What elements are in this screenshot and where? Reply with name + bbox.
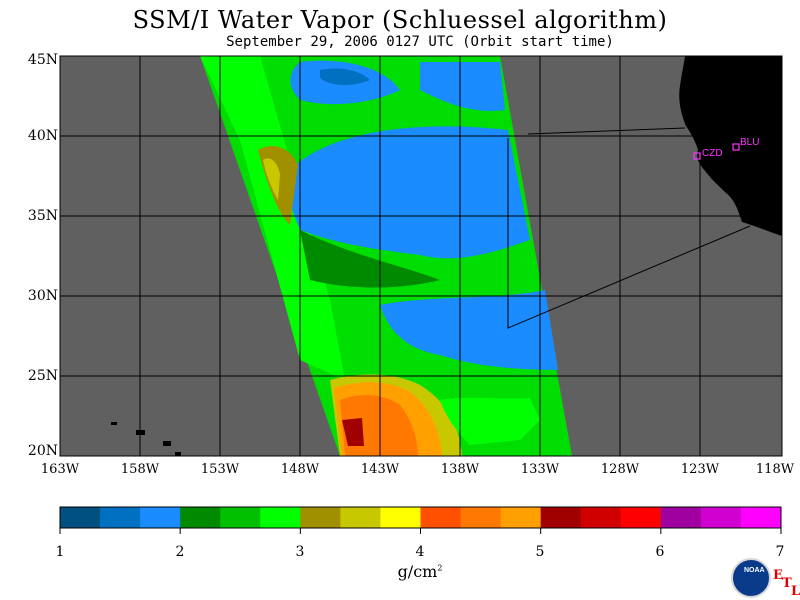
lon-label-148w: 148W: [280, 462, 320, 477]
swath: [200, 56, 572, 456]
colorbar-swatch: [380, 507, 421, 528]
units-text: g/cm: [397, 562, 438, 581]
track-line: [527, 127, 686, 135]
colorbar-swatch: [620, 507, 662, 528]
swath-blue-south: [380, 290, 558, 370]
swath-blue-center: [288, 126, 530, 259]
land-north-america: [679, 56, 782, 236]
map-subtitle: September 29, 2006 0127 UTC (Orbit start…: [226, 34, 614, 50]
island: [163, 441, 171, 446]
colorbar-swatch: [460, 507, 502, 528]
swath-yellow-west: [263, 158, 280, 200]
colorbar-swatch: [580, 507, 622, 528]
lon-label-143w: 143W: [360, 462, 400, 477]
colorbar-tick-3: 3: [295, 544, 305, 560]
lat-label-25n: 25N: [27, 368, 58, 384]
units-exponent: 2: [437, 563, 443, 573]
lon-label-163w: 163W: [40, 462, 80, 477]
colorbar-tick-6: 6: [655, 544, 665, 560]
etl-letter-t: T: [782, 576, 792, 591]
island: [175, 452, 181, 456]
colorbar-swatch: [260, 507, 301, 528]
map-title: SSM/I Water Vapor (Schluessel algorithm): [132, 6, 668, 34]
lon-label-118w: 118W: [755, 462, 795, 477]
lat-label-30n: 30N: [27, 288, 58, 304]
lon-label-123w: 123W: [680, 462, 720, 477]
colorbar-swatch: [540, 507, 582, 528]
noaa-logo-text: NOAA: [744, 567, 765, 574]
swath-blue-ne: [420, 62, 505, 111]
colorbar-units: g/cm2: [370, 562, 470, 581]
colorbar-swatch: [740, 507, 782, 528]
etl-letter-e: E: [773, 568, 783, 583]
colorbar-swatch: [700, 507, 742, 528]
lat-label-20n: 20N: [27, 443, 58, 459]
colorbar-tick-1: 1: [55, 544, 65, 560]
graticule: [60, 56, 782, 456]
colorbar: [60, 507, 782, 528]
station-marker-czd: [693, 152, 701, 160]
colorbar-swatch: [220, 507, 261, 528]
lon-label-133w: 133W: [520, 462, 560, 477]
station-label-czd: CZD: [702, 148, 723, 159]
swath-darkgreen-band: [300, 230, 440, 288]
lat-label-35n: 35N: [27, 208, 58, 224]
lon-label-158w: 158W: [120, 462, 160, 477]
colorbar-tick-2: 2: [175, 544, 185, 560]
lat-label-40n: 40N: [27, 128, 58, 144]
colorbar-swatch: [500, 507, 542, 528]
track-lines: [507, 127, 751, 329]
lon-label-128w: 128W: [600, 462, 640, 477]
swath-lightgreen-south: [440, 397, 540, 445]
colorbar-swatch: [340, 507, 381, 528]
colorbar-swatch: [60, 507, 101, 528]
lon-label-153w: 153W: [200, 462, 240, 477]
swath-darkred-south: [342, 418, 364, 446]
colorbar-swatch: [300, 507, 341, 528]
noaa-logo-icon: [731, 558, 771, 598]
lat-label-45n: 45N: [27, 52, 58, 68]
colorbar-tick-5: 5: [535, 544, 545, 560]
colorbar-swatch: [420, 507, 462, 528]
swath-darkblue-north: [320, 68, 370, 86]
station-marker-blu: [732, 143, 740, 151]
island: [111, 422, 117, 425]
swath-lightgreen-west: [200, 56, 345, 380]
colorbar-tick-4: 4: [415, 544, 425, 560]
colorbar-swatch: [660, 507, 702, 528]
colorbar-swatch: [100, 507, 141, 528]
station-label-blu: BLU: [740, 137, 760, 148]
etl-letter-l: L: [791, 584, 800, 599]
track-line: [507, 138, 751, 329]
lon-label-138w: 138W: [440, 462, 480, 477]
colorbar-swatch: [180, 507, 221, 528]
map-border: [59, 55, 783, 457]
colorbar-swatch: [140, 507, 181, 528]
colorbar-tick-7: 7: [775, 544, 785, 560]
colorbar-ticks: [59, 528, 782, 534]
